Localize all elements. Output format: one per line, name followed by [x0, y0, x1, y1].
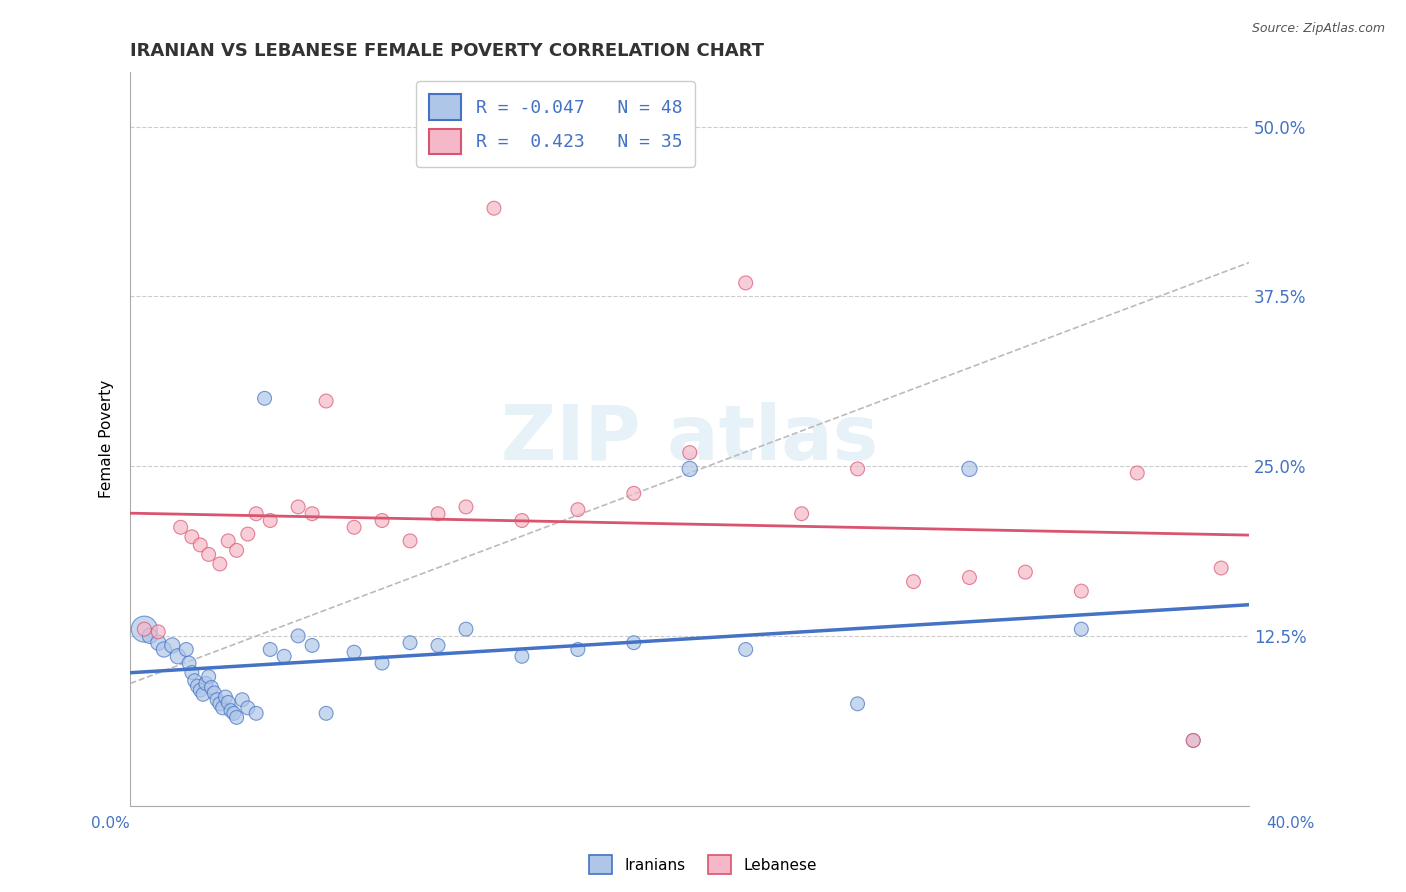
Point — [225, 543, 247, 558]
Legend: Iranians, Lebanese: Iranians, Lebanese — [583, 849, 823, 880]
Point — [343, 645, 366, 659]
Point — [253, 392, 276, 406]
Point — [846, 697, 869, 711]
Text: 40.0%: 40.0% — [1267, 816, 1315, 831]
Point — [734, 642, 756, 657]
Point — [623, 486, 645, 500]
Point — [903, 574, 925, 589]
Point — [202, 686, 225, 700]
Text: ZIP atlas: ZIP atlas — [501, 402, 879, 476]
Text: 0.0%: 0.0% — [91, 816, 131, 831]
Point — [167, 649, 190, 664]
Point — [214, 690, 236, 704]
Point — [399, 636, 422, 650]
Point — [162, 639, 184, 653]
Point — [236, 527, 259, 541]
Point — [959, 462, 981, 476]
Point — [180, 530, 202, 544]
Point — [134, 622, 156, 636]
Point — [315, 706, 337, 721]
Point — [790, 507, 813, 521]
Point — [208, 557, 231, 571]
Point — [371, 656, 394, 670]
Point — [211, 701, 233, 715]
Point — [371, 514, 394, 528]
Point — [454, 622, 477, 636]
Point — [177, 656, 200, 670]
Point — [1070, 622, 1092, 636]
Point — [287, 500, 309, 514]
Point — [197, 548, 219, 562]
Point — [222, 706, 245, 721]
Point — [273, 649, 295, 664]
Point — [567, 502, 589, 516]
Point — [180, 665, 202, 680]
Point — [231, 692, 253, 706]
Point — [219, 704, 242, 718]
Point — [510, 649, 533, 664]
Point — [1126, 466, 1149, 480]
Point — [200, 681, 222, 695]
Point — [482, 201, 505, 215]
Point — [217, 695, 239, 709]
Point — [301, 639, 323, 653]
Point — [1211, 561, 1233, 575]
Point — [343, 520, 366, 534]
Point — [427, 639, 450, 653]
Legend: R = -0.047   N = 48, R =  0.423   N = 35: R = -0.047 N = 48, R = 0.423 N = 35 — [416, 81, 695, 167]
Point — [148, 636, 170, 650]
Point — [510, 514, 533, 528]
Point — [567, 642, 589, 657]
Point — [208, 697, 231, 711]
Point — [245, 507, 267, 521]
Point — [301, 507, 323, 521]
Point — [959, 570, 981, 584]
Point — [427, 507, 450, 521]
Point — [205, 692, 228, 706]
Point — [186, 679, 208, 693]
Point — [194, 676, 217, 690]
Point — [1182, 733, 1205, 747]
Point — [188, 538, 211, 552]
Text: Source: ZipAtlas.com: Source: ZipAtlas.com — [1251, 22, 1385, 36]
Point — [679, 445, 702, 459]
Point — [191, 687, 214, 701]
Point — [197, 670, 219, 684]
Point — [188, 683, 211, 698]
Point — [679, 462, 702, 476]
Point — [734, 276, 756, 290]
Point — [139, 629, 162, 643]
Point — [1014, 565, 1036, 579]
Point — [399, 533, 422, 548]
Point — [1182, 733, 1205, 747]
Point — [134, 622, 156, 636]
Point — [170, 520, 193, 534]
Point — [259, 642, 281, 657]
Point — [183, 673, 205, 688]
Point — [287, 629, 309, 643]
Point — [236, 701, 259, 715]
Point — [259, 514, 281, 528]
Y-axis label: Female Poverty: Female Poverty — [100, 380, 114, 498]
Point — [623, 636, 645, 650]
Text: IRANIAN VS LEBANESE FEMALE POVERTY CORRELATION CHART: IRANIAN VS LEBANESE FEMALE POVERTY CORRE… — [131, 42, 765, 60]
Point — [245, 706, 267, 721]
Point — [454, 500, 477, 514]
Point — [174, 642, 197, 657]
Point — [217, 533, 239, 548]
Point — [153, 642, 176, 657]
Point — [846, 462, 869, 476]
Point — [148, 624, 170, 639]
Point — [315, 394, 337, 409]
Point — [225, 710, 247, 724]
Point — [1070, 584, 1092, 599]
